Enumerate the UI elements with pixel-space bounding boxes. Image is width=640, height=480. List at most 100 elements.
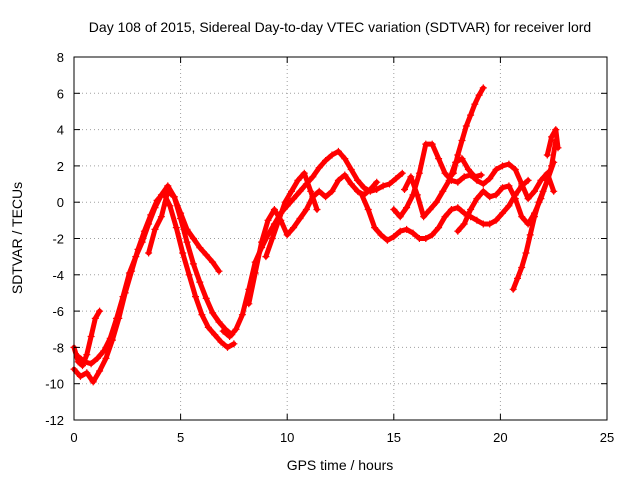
plus-marker (383, 236, 391, 244)
plus-marker (209, 309, 217, 317)
y-tick-label: 6 (57, 86, 64, 101)
plus-marker (479, 220, 487, 228)
plus-marker (422, 235, 430, 242)
plus-marker (96, 307, 104, 315)
plus-marker (390, 206, 398, 213)
plus-marker (204, 323, 212, 331)
plus-marker (322, 193, 330, 201)
plus-marker (119, 293, 127, 301)
plus-marker (511, 166, 519, 173)
chart-title: Day 108 of 2015, Sidereal Day-to-day VTE… (89, 19, 591, 35)
plus-marker (309, 173, 317, 181)
plus-marker (334, 176, 342, 184)
plus-marker (499, 162, 506, 170)
plus-marker (245, 300, 253, 308)
plus-marker (505, 160, 513, 168)
plus-marker (275, 216, 283, 224)
plus-marker (477, 171, 485, 179)
plus-marker (552, 126, 560, 134)
series-trace (451, 85, 486, 176)
series-track-10 (401, 155, 485, 221)
x-tick-label: 5 (177, 430, 184, 445)
x-tick-label: 10 (280, 430, 294, 445)
plus-marker (281, 198, 289, 206)
plus-marker (473, 195, 481, 203)
plus-marker (347, 180, 355, 188)
y-tick-label: -12 (45, 413, 64, 428)
plus-marker (76, 372, 84, 380)
plus-marker (415, 169, 423, 177)
y-tick-label: 4 (57, 123, 64, 138)
plus-marker (471, 173, 479, 181)
plus-marker (189, 235, 197, 242)
plus-marker (479, 180, 487, 188)
plus-marker (492, 216, 500, 224)
plus-marker (435, 224, 443, 232)
plus-marker (479, 187, 487, 195)
plus-marker (341, 155, 349, 163)
plus-marker (360, 184, 368, 192)
plus-marker (432, 198, 440, 206)
plus-marker (219, 327, 227, 335)
plus-marker (401, 186, 408, 193)
plus-marker (209, 258, 217, 266)
plus-marker (454, 227, 462, 235)
x-tick-label: 20 (493, 430, 507, 445)
plus-marker (328, 151, 336, 159)
plus-marker (74, 358, 82, 366)
plus-marker (226, 333, 234, 340)
plus-marker (315, 187, 323, 195)
plus-marker (462, 122, 470, 130)
plus-marker (151, 225, 159, 233)
plus-marker (548, 162, 556, 170)
plus-marker (403, 225, 411, 233)
plus-marker (518, 213, 526, 221)
y-tick-label: -10 (45, 377, 64, 392)
y-axis-label: SDTVAR / TECUs (9, 182, 25, 294)
plus-marker (166, 202, 174, 210)
plus-marker (522, 249, 530, 257)
plus-marker (322, 157, 330, 164)
plus-marker (87, 360, 95, 368)
plus-marker (87, 333, 95, 340)
plus-marker (270, 206, 278, 213)
plus-marker (479, 84, 487, 92)
plus-marker (537, 176, 545, 184)
plus-marker (113, 314, 121, 322)
y-tick-label: 2 (57, 159, 64, 174)
plus-marker (157, 213, 165, 221)
x-tick-label: 15 (387, 430, 401, 445)
plus-marker (403, 204, 411, 212)
plus-marker (102, 354, 110, 362)
plus-marker (505, 202, 513, 210)
series-track-5 (219, 147, 406, 340)
plus-marker (499, 209, 506, 217)
plus-marker (151, 204, 159, 212)
plus-marker (79, 362, 86, 370)
series-track-4 (145, 187, 223, 275)
plus-marker (347, 166, 355, 173)
plus-marker (458, 155, 466, 163)
plus-marker (94, 354, 101, 362)
plus-marker (531, 213, 538, 221)
plus-marker (413, 191, 421, 199)
plus-marker (215, 318, 223, 326)
plus-marker (202, 251, 210, 259)
plus-marker (307, 187, 315, 195)
plus-marker (428, 231, 436, 239)
plus-marker (183, 238, 191, 246)
plus-marker (428, 140, 436, 148)
plus-marker (509, 285, 517, 293)
plus-marker (164, 187, 172, 195)
plus-marker (396, 213, 404, 221)
plus-marker (290, 195, 298, 203)
plus-marker (264, 216, 272, 224)
plus-marker (447, 206, 455, 213)
plus-marker (354, 176, 362, 184)
plus-marker (196, 244, 204, 252)
plus-marker (409, 229, 417, 237)
plus-marker (251, 269, 259, 277)
plus-marker (420, 213, 428, 221)
y-tick-label: 0 (57, 195, 64, 210)
plus-marker (106, 334, 114, 342)
